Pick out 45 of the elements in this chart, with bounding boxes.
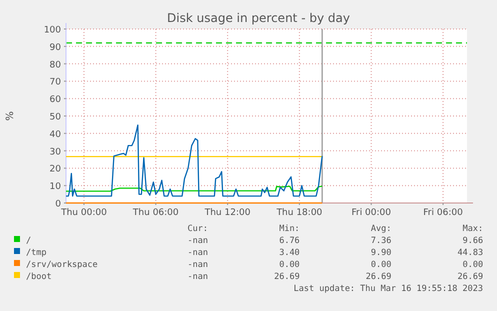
legend-label: / [26,236,32,246]
text: Cur: [188,224,208,234]
text: 9.90 [370,248,392,258]
x-tick-label: Fri 00:00 [351,208,392,218]
text: 3.40 [279,248,300,258]
text: -nan [188,272,208,282]
text: Max: [462,224,484,234]
y-tick-label: 80 [50,60,62,70]
x-tick-label: Thu 18:00 [276,208,323,218]
y-tick-label: 40 [50,130,62,140]
x-tick-label: Fri 06:00 [423,208,464,218]
x-tick-label: Thu 00:00 [60,208,108,218]
y-tick-label: 30 [50,147,62,158]
legend-label: /srv/workspace [26,260,98,270]
text: -nan [188,260,208,270]
text: 26.69 [366,272,392,282]
text: 7.36 [370,236,392,246]
chart-title: Disk usage in percent - by day [167,11,350,25]
y-tick-label: 10 [50,182,62,192]
y-tick-label: 20 [50,164,62,175]
x-tick-label: Thu 06:00 [132,208,179,218]
legend-label: /tmp [26,248,46,258]
text: 26.69 [458,272,484,282]
y-tick-label: 0 [55,200,62,210]
text: 0.00 [462,260,484,270]
text: -nan [188,248,208,258]
text: Avg: [370,224,392,234]
line-series [65,124,323,197]
text: 26.69 [274,272,300,282]
y-tick-label: 100 [44,26,62,36]
text: 9.66 [462,236,484,246]
legend-label: /boot [26,272,52,282]
text: 0.00 [370,260,392,270]
text: 44.83 [458,248,484,258]
y-axis-title: % [5,111,16,121]
y-tick-label: 50 [50,112,62,122]
y-tick-label: 90 [50,42,62,53]
text: -nan [188,236,208,246]
y-tick-label: 70 [50,78,62,88]
text: Min: [279,224,300,234]
text: 0.00 [279,260,300,270]
text: 6.76 [279,236,300,246]
y-tick-label: 60 [50,95,62,106]
text: Last update: Thu Mar 16 19:55:18 2023 [294,284,483,294]
x-tick-label: Thu 12:00 [204,208,251,218]
